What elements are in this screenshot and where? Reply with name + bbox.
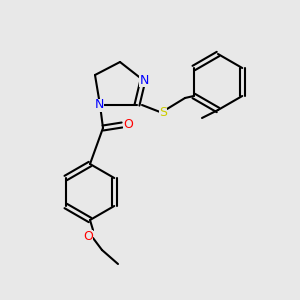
- Text: O: O: [83, 230, 93, 242]
- Text: N: N: [139, 74, 149, 86]
- Text: O: O: [123, 118, 133, 131]
- Text: S: S: [159, 106, 167, 118]
- Text: N: N: [94, 98, 104, 112]
